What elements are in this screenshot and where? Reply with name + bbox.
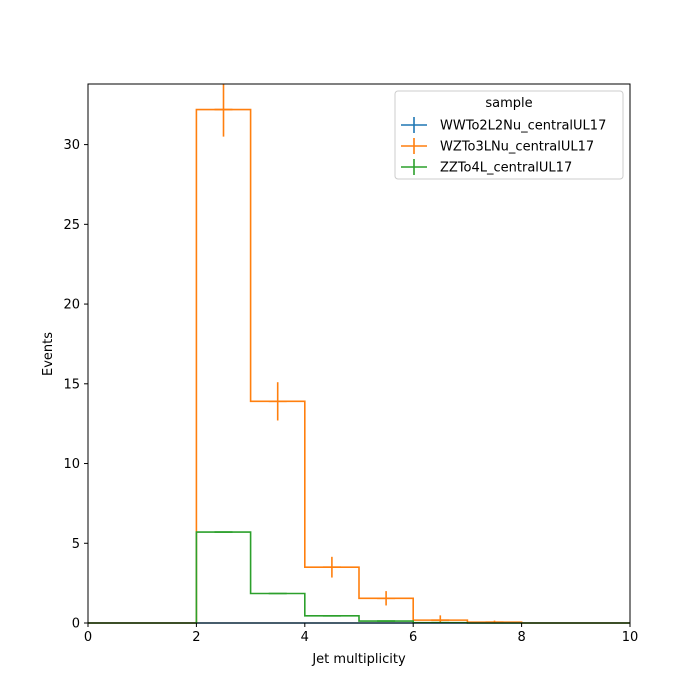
plot-frame [87, 83, 631, 624]
x-tick-label: 10 [622, 630, 639, 645]
y-axis-ticks: 0 5 10 15 20 25 30 [63, 138, 88, 632]
x-tick-label: 2 [192, 630, 200, 645]
x-axis-label: Jet multiplicity [311, 652, 406, 667]
y-tick-label: 0 [72, 617, 80, 632]
legend: sample WWTo2L2Nu_centralUL17 WZTo3LNu_cen… [394, 90, 624, 180]
y-tick-label: 15 [63, 377, 80, 392]
y-tick-label: 20 [63, 298, 80, 313]
y-axis-label: Events [41, 332, 56, 376]
legend-title: sample [485, 96, 532, 111]
legend-label: WZTo3LNu_centralUL17 [440, 140, 594, 155]
legend-label: ZZTo4L_centralUL17 [440, 161, 572, 176]
legend-frame [394, 90, 624, 180]
legend-label: WWTo2L2Nu_centralUL17 [440, 119, 606, 134]
y-tick-label: 10 [63, 457, 80, 472]
x-tick-label: 4 [301, 630, 309, 645]
y-tick-label: 5 [72, 537, 80, 552]
x-tick-label: 6 [409, 630, 417, 645]
x-tick-label: 0 [84, 630, 92, 645]
y-tick-label: 30 [63, 138, 80, 153]
x-tick-label: 8 [517, 630, 525, 645]
x-axis-ticks: 0 2 4 6 8 10 [84, 623, 638, 645]
y-tick-label: 25 [63, 218, 80, 233]
